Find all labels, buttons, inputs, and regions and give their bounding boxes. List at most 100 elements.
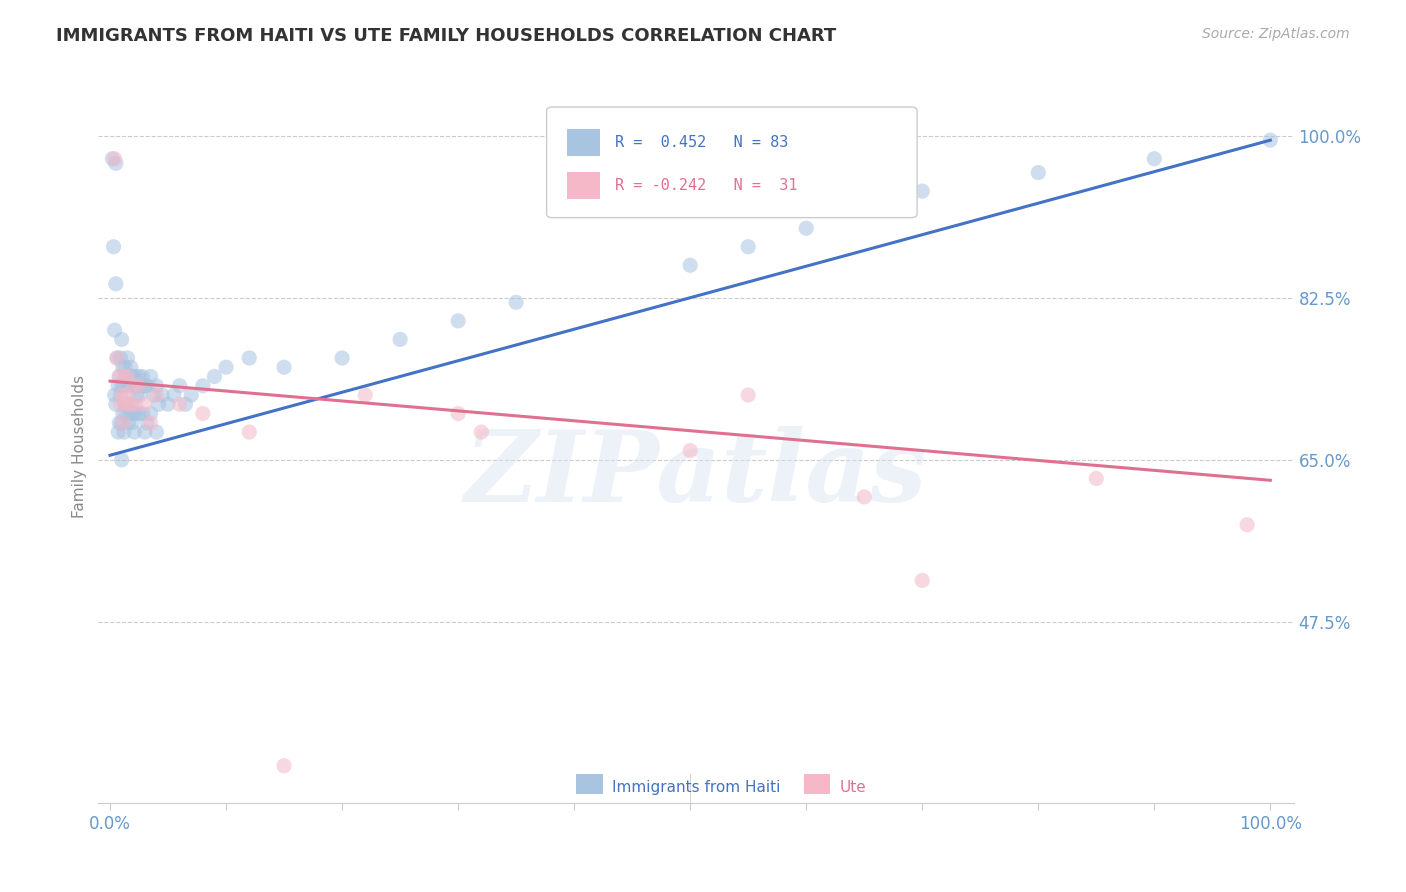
Point (110, 351, 132, 365)
Text: Ute: Ute (839, 780, 866, 795)
Point (330, 351, 353, 365)
Point (1026, 166, 1049, 180)
Point (124, 397, 146, 411)
Point (1258, 133, 1281, 147)
Point (737, 388, 759, 402)
Point (128, 378, 150, 392)
Point (129, 388, 152, 402)
Point (143, 388, 166, 402)
Point (131, 369, 153, 384)
Point (107, 425, 129, 439)
Point (679, 258, 702, 272)
Point (117, 397, 139, 411)
Point (112, 378, 135, 392)
Point (114, 397, 136, 411)
Point (737, 240, 759, 254)
Point (191, 378, 214, 392)
Point (273, 360, 295, 375)
Point (112, 369, 135, 384)
Point (273, 758, 295, 772)
Point (124, 369, 146, 384)
Point (163, 388, 186, 402)
Point (110, 397, 132, 411)
Point (1236, 517, 1258, 532)
Point (1143, 152, 1166, 166)
Point (215, 360, 238, 375)
Point (122, 378, 145, 392)
Point (120, 397, 142, 411)
FancyBboxPatch shape (567, 129, 600, 156)
Point (122, 407, 145, 421)
Point (134, 425, 156, 439)
Point (128, 407, 150, 421)
Point (111, 407, 134, 421)
Point (911, 184, 934, 198)
Point (108, 369, 131, 384)
Point (108, 416, 131, 430)
Point (111, 360, 134, 375)
Point (169, 378, 191, 392)
Point (124, 378, 146, 392)
Point (122, 369, 145, 384)
Point (679, 443, 702, 458)
Point (121, 416, 143, 430)
Point (124, 425, 146, 439)
Point (157, 397, 180, 411)
Point (111, 388, 134, 402)
Point (145, 425, 167, 439)
Point (104, 277, 127, 291)
Point (124, 407, 146, 421)
Point (107, 378, 129, 392)
Point (105, 351, 128, 365)
Point (794, 221, 817, 235)
Point (621, 805, 644, 819)
Point (120, 360, 142, 375)
Point (389, 333, 412, 347)
Point (118, 407, 141, 421)
Point (108, 369, 131, 384)
Point (114, 397, 136, 411)
Point (1085, 471, 1108, 485)
Point (145, 378, 167, 392)
Point (115, 369, 138, 384)
Point (447, 314, 470, 328)
Point (180, 388, 202, 402)
Point (117, 378, 139, 392)
Point (104, 156, 127, 170)
Point (127, 378, 149, 392)
Point (505, 295, 527, 310)
Point (101, 152, 124, 166)
Text: Immigrants from Haiti: Immigrants from Haiti (613, 780, 780, 795)
Point (131, 407, 153, 421)
Point (134, 378, 156, 392)
FancyBboxPatch shape (576, 774, 603, 794)
Point (139, 369, 162, 384)
Point (117, 416, 139, 430)
Point (111, 378, 134, 392)
Point (139, 416, 162, 430)
Point (853, 490, 876, 504)
Point (111, 453, 134, 467)
Point (104, 397, 127, 411)
FancyBboxPatch shape (804, 774, 830, 794)
Point (191, 407, 214, 421)
Point (204, 369, 226, 384)
Y-axis label: Family Households: Family Households (72, 375, 87, 517)
Point (853, 202, 876, 217)
Text: ZIPatlas: ZIPatlas (465, 426, 927, 523)
Point (120, 397, 142, 411)
Point (131, 378, 153, 392)
Point (117, 369, 139, 384)
Point (104, 323, 127, 337)
Text: IMMIGRANTS FROM HAITI VS UTE FAMILY HOUSEHOLDS CORRELATION CHART: IMMIGRANTS FROM HAITI VS UTE FAMILY HOUS… (56, 27, 837, 45)
Point (112, 425, 135, 439)
Point (117, 351, 139, 365)
Point (134, 397, 156, 411)
Point (148, 397, 170, 411)
Point (169, 397, 191, 411)
FancyBboxPatch shape (547, 107, 917, 218)
Point (136, 416, 159, 430)
Text: R =  0.452   N = 83: R = 0.452 N = 83 (614, 136, 789, 150)
Point (105, 351, 128, 365)
Point (174, 397, 197, 411)
